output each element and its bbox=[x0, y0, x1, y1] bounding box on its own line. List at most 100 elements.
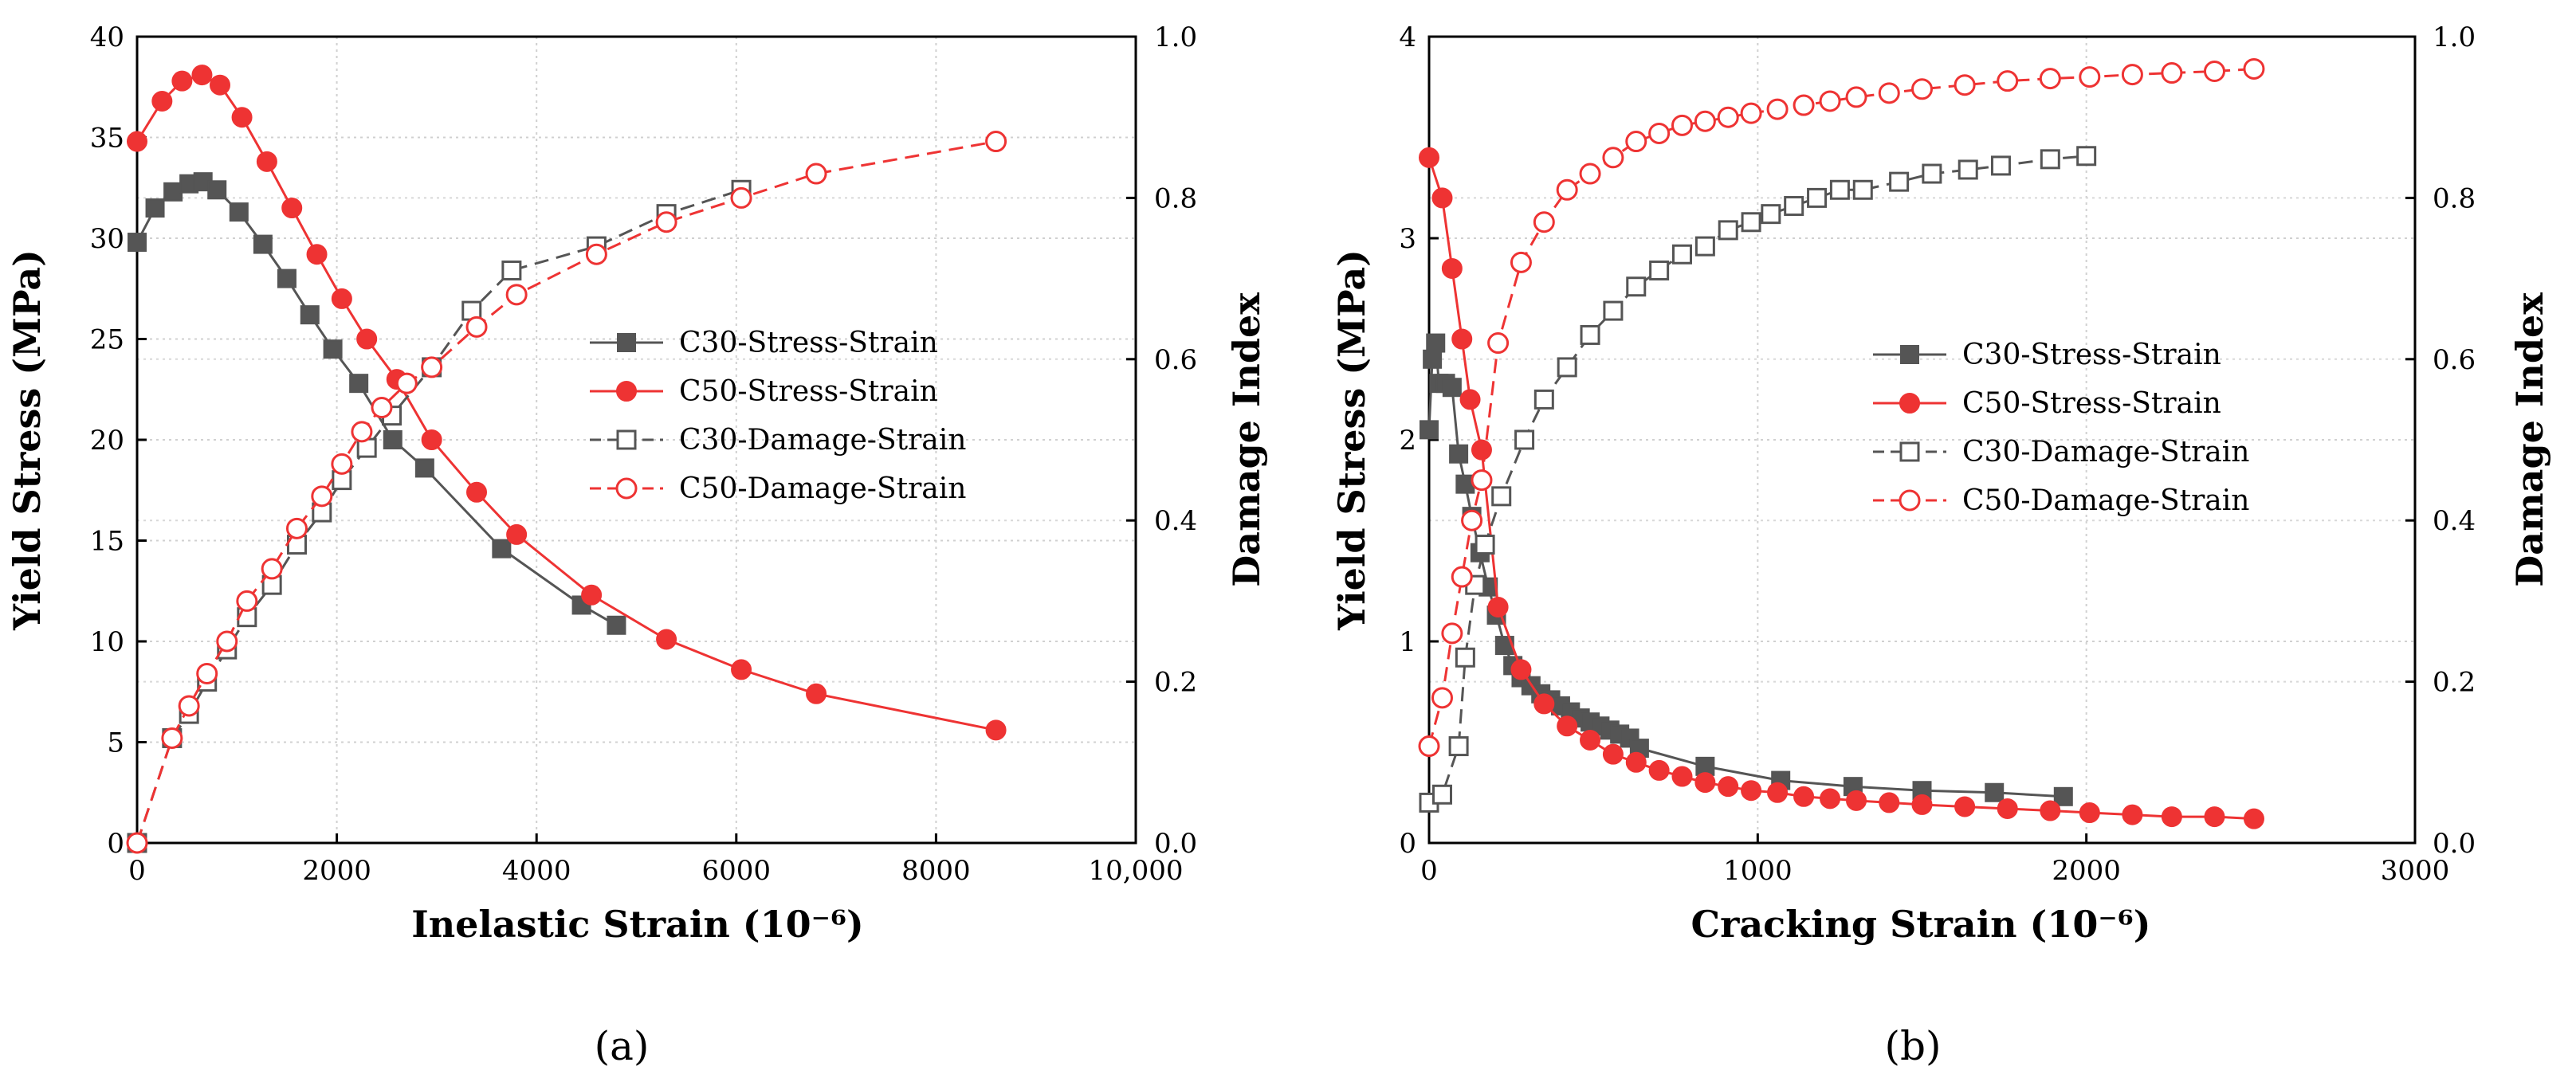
y2-axis-title: Damage Index bbox=[1225, 292, 1268, 587]
data-point bbox=[1451, 328, 1473, 350]
data-point bbox=[1533, 211, 1555, 233]
y-tick-label: 20 bbox=[90, 425, 124, 457]
data-point bbox=[1671, 114, 1693, 136]
data-point bbox=[1431, 784, 1452, 805]
data-point bbox=[256, 151, 277, 172]
data-point bbox=[1767, 782, 1789, 803]
data-point bbox=[2079, 66, 2101, 88]
y-tick-label: 25 bbox=[90, 324, 124, 356]
data-point bbox=[300, 305, 320, 325]
data-point bbox=[731, 659, 752, 680]
data-point bbox=[1510, 659, 1532, 680]
series-line bbox=[135, 188, 742, 844]
data-point bbox=[1441, 257, 1463, 279]
data-point bbox=[1580, 729, 1601, 751]
data-point bbox=[1694, 110, 1716, 132]
series-c30-damage-strain bbox=[1419, 146, 2097, 813]
data-point bbox=[1997, 798, 2018, 819]
legend-label: C30-Damage-Strain bbox=[679, 424, 966, 457]
data-point bbox=[581, 584, 603, 606]
data-point bbox=[414, 458, 434, 478]
data-point bbox=[2039, 68, 2061, 90]
data-point bbox=[2053, 786, 2073, 806]
data-point bbox=[465, 316, 488, 338]
data-point bbox=[1820, 788, 1841, 809]
data-point bbox=[1602, 147, 1624, 169]
data-point bbox=[1475, 535, 1495, 555]
data-point bbox=[1487, 596, 1509, 617]
data-point bbox=[1471, 469, 1493, 492]
y-tick-label: 10 bbox=[90, 626, 124, 658]
data-point bbox=[1461, 509, 1483, 531]
data-point bbox=[1455, 647, 1475, 668]
data-point bbox=[1846, 790, 1867, 811]
data-point bbox=[1625, 751, 1647, 773]
legend-label: C30-Stress-Strain bbox=[679, 327, 938, 359]
data-point bbox=[805, 163, 827, 185]
data-point bbox=[607, 615, 626, 635]
legend-swatch-marker bbox=[1900, 345, 1919, 364]
x-tick-label: 2000 bbox=[302, 855, 371, 887]
data-point bbox=[178, 695, 200, 717]
x-tick-label: 4000 bbox=[502, 855, 571, 887]
data-point bbox=[2079, 802, 2100, 824]
data-point bbox=[163, 182, 183, 202]
legend-label: C50-Stress-Strain bbox=[1962, 387, 2221, 420]
data-point bbox=[1431, 187, 1453, 209]
y2-tick-label: 0.8 bbox=[1154, 182, 1197, 214]
data-point bbox=[1718, 220, 1738, 241]
series-c30-stress-strain bbox=[128, 172, 626, 635]
data-point bbox=[421, 356, 443, 378]
data-point bbox=[1426, 333, 1446, 353]
data-point bbox=[505, 284, 528, 306]
data-point bbox=[331, 288, 352, 309]
data-point bbox=[1491, 486, 1512, 507]
y2-tick-label: 1.0 bbox=[1154, 22, 1197, 53]
series-c50-damage-strain bbox=[126, 131, 1007, 854]
data-point bbox=[1514, 429, 1535, 450]
data-point bbox=[2161, 806, 2182, 828]
data-point bbox=[1451, 566, 1473, 588]
data-point bbox=[1533, 693, 1555, 715]
panel-b: 0 1000 2000 3000 0 1 2 3 4 0.0 0.2 0.4 0.6 0.8 1.0 Crac… bbox=[1330, 22, 2551, 1069]
data-point bbox=[1807, 187, 1828, 208]
data-point bbox=[1441, 622, 1463, 645]
data-point bbox=[2243, 57, 2265, 80]
data-point bbox=[2122, 804, 2143, 825]
data-point bbox=[216, 630, 238, 653]
y-tick-label: 5 bbox=[107, 727, 124, 759]
data-point bbox=[331, 453, 353, 475]
data-point bbox=[383, 430, 402, 449]
data-point bbox=[466, 481, 488, 503]
data-point bbox=[1579, 163, 1601, 185]
series-c30-damage-strain bbox=[127, 179, 752, 853]
data-point bbox=[151, 90, 173, 112]
data-point bbox=[145, 198, 165, 218]
data-point bbox=[1911, 794, 1933, 815]
legend-label: C30-Stress-Strain bbox=[1962, 339, 2221, 371]
data-point bbox=[1766, 98, 1789, 120]
panel-label: (b) bbox=[1884, 1023, 1941, 1069]
y-tick-label: 3 bbox=[1399, 223, 1416, 255]
data-point bbox=[1423, 349, 1443, 369]
data-point bbox=[356, 328, 378, 350]
x-tick-label: 0 bbox=[128, 855, 146, 887]
data-point bbox=[285, 517, 308, 539]
data-point bbox=[209, 74, 230, 96]
data-point bbox=[985, 131, 1007, 153]
data-point bbox=[1740, 102, 1762, 124]
data-point bbox=[1889, 171, 1910, 192]
data-point bbox=[1556, 178, 1578, 201]
data-point bbox=[1911, 78, 1933, 100]
y-axis-title: Yield Stress (MPa) bbox=[1330, 249, 1373, 631]
data-point bbox=[1954, 74, 1976, 96]
data-point bbox=[1845, 86, 1867, 108]
data-point bbox=[2040, 149, 2060, 170]
data-point bbox=[655, 211, 677, 233]
data-point bbox=[236, 590, 258, 612]
data-point bbox=[1442, 378, 1462, 398]
data-point bbox=[985, 719, 1007, 741]
data-point bbox=[1784, 196, 1804, 217]
data-point bbox=[1990, 155, 2011, 176]
